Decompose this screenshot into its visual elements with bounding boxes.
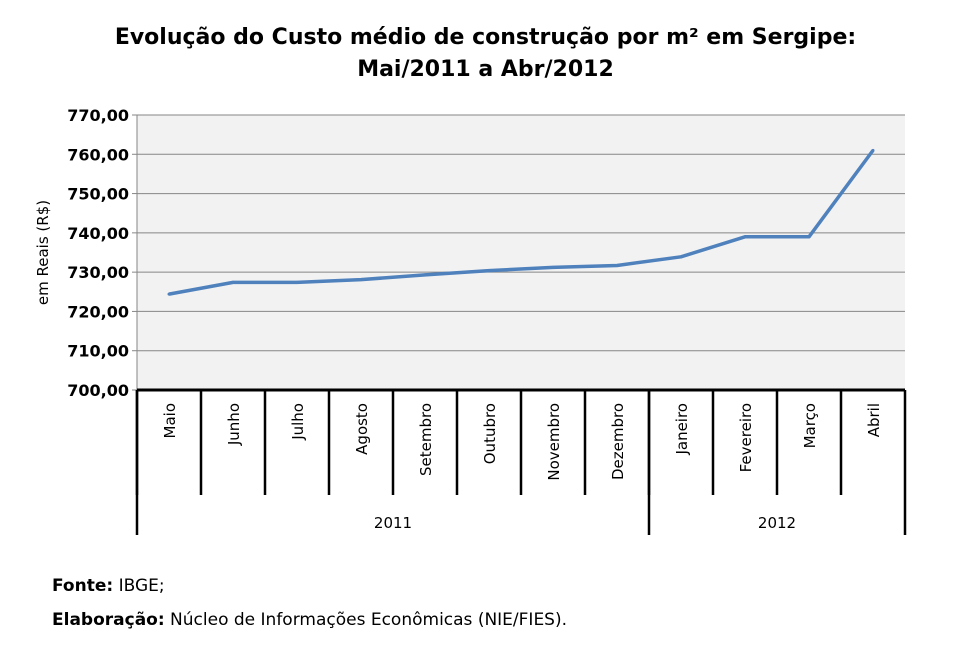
subtitle-line: Mai/2011 a Abr/2012 <box>357 57 614 82</box>
data-point <box>359 278 363 282</box>
data-point <box>743 235 747 239</box>
plot-area <box>137 115 905 390</box>
x-tick-label: Julho <box>289 403 307 441</box>
source-label: Fonte: <box>52 576 114 596</box>
elaboration-text: Núcleo de Informações Econômicas (NIE/FI… <box>164 610 568 630</box>
data-point <box>295 280 299 284</box>
y-tick-label: 720,00 <box>67 302 129 321</box>
y-axis-label: em Reais (R$) <box>34 200 52 305</box>
group-label: 2011 <box>374 514 412 532</box>
x-tick-label: Fevereiro <box>737 403 755 472</box>
y-tick-label: 750,00 <box>67 185 129 204</box>
x-tick-label: Agosto <box>353 403 371 455</box>
data-point <box>551 265 555 269</box>
group-label: 2012 <box>758 514 796 532</box>
elaboration-label: Elaboração: <box>52 610 165 630</box>
x-tick-label: Setembro <box>417 403 435 476</box>
data-point <box>679 255 683 259</box>
x-tick-label: Março <box>801 403 819 448</box>
y-tick-label: 770,00 <box>67 106 129 125</box>
data-point <box>423 273 427 277</box>
y-tick-label: 730,00 <box>67 263 129 282</box>
series-line <box>168 149 875 296</box>
chart-title: Evolução do Custo médio de construção po… <box>0 22 971 86</box>
x-tick-label: Abril <box>865 403 883 437</box>
title-line: Evolução do Custo médio de construção po… <box>114 25 857 50</box>
data-point <box>871 148 875 152</box>
x-tick-label: Janeiro <box>673 403 691 456</box>
source-text: IBGE; <box>113 576 165 596</box>
data-point <box>807 235 811 239</box>
data-point <box>167 292 171 296</box>
source-note: Fonte: IBGE; <box>52 576 165 596</box>
y-tick-label: 760,00 <box>67 145 129 164</box>
x-tick-label: Maio <box>161 403 179 438</box>
x-tick-label: Dezembro <box>609 403 627 480</box>
data-point <box>615 263 619 267</box>
y-tick-label: 700,00 <box>67 381 129 400</box>
x-tick-label: Junho <box>225 403 243 446</box>
x-tick-label: Novembro <box>545 403 563 481</box>
y-tick-label: 740,00 <box>67 224 129 243</box>
elaboration-note: Elaboração: Núcleo de Informações Econôm… <box>52 610 567 630</box>
data-point <box>231 280 235 284</box>
y-tick-label: 710,00 <box>67 342 129 361</box>
data-point <box>487 269 491 273</box>
x-tick-label: Outubro <box>481 403 499 464</box>
